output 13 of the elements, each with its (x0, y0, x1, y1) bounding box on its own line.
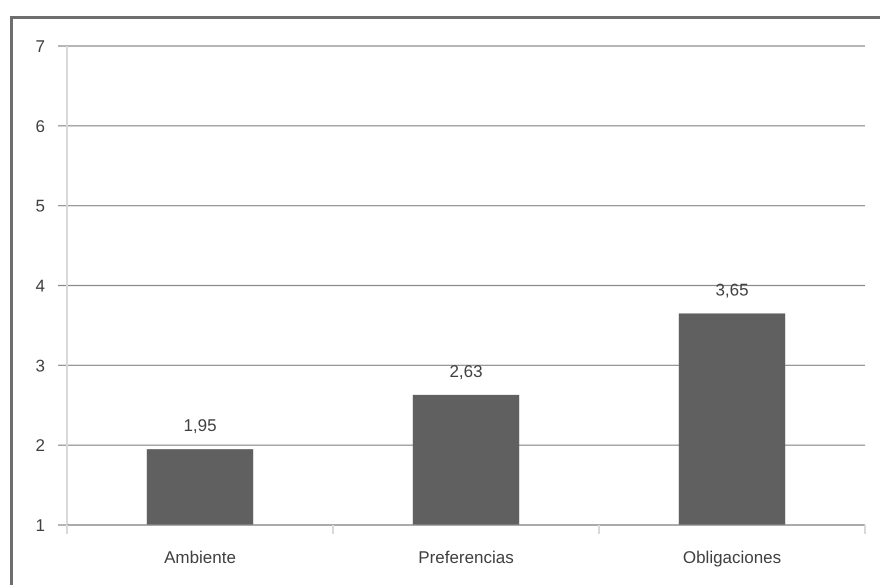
y-tick-label: 7 (36, 36, 45, 56)
y-tick-label: 3 (36, 356, 45, 376)
x-tick-label: Obligaciones (682, 548, 782, 567)
data-label: 3,65 (715, 280, 749, 300)
y-tick-label: 5 (36, 196, 45, 216)
y-tick-label: 6 (36, 116, 45, 136)
data-label: 2,63 (449, 362, 483, 381)
y-tick-label: 4 (36, 276, 45, 296)
y-tick-label: 1 (36, 516, 45, 535)
x-tick-label: Ambiente (164, 548, 236, 567)
data-label: 1,95 (183, 416, 217, 436)
x-tick-label: Preferencias (418, 548, 514, 567)
y-tick-label: 2 (36, 436, 45, 456)
